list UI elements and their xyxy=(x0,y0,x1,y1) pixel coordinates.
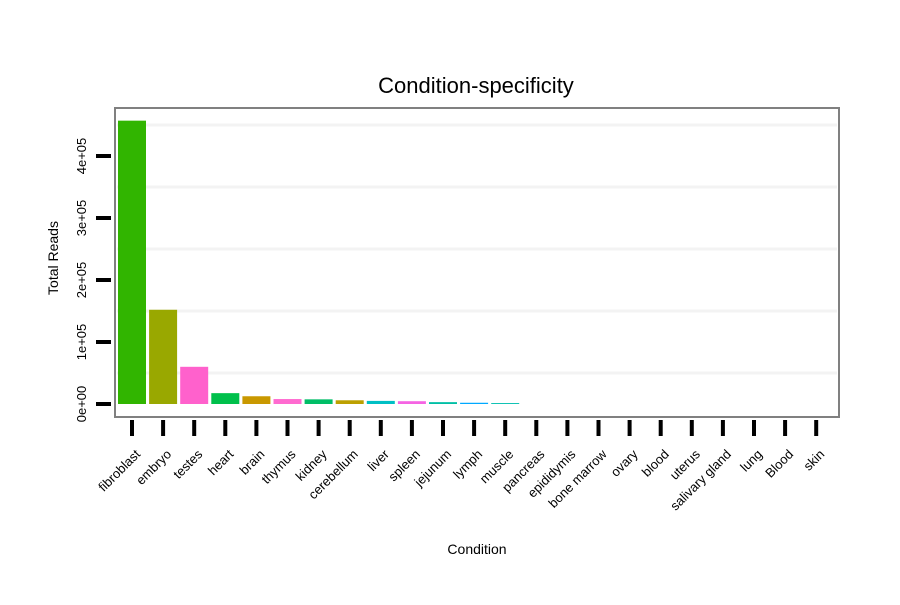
bar-heart xyxy=(211,393,240,404)
x-tick-label: testes xyxy=(170,446,205,481)
x-tick-label: embryo xyxy=(133,447,174,488)
bar-lymph xyxy=(460,402,489,404)
x-tick-label: heart xyxy=(205,446,237,478)
plot-panel-border xyxy=(114,107,840,418)
bar-thymus xyxy=(273,399,302,404)
bar-liver xyxy=(366,400,395,404)
bar-spleen xyxy=(397,401,426,404)
grid-lines xyxy=(117,123,837,375)
y-tick-label: 0e+00 xyxy=(74,386,89,423)
bar-brain xyxy=(242,396,271,404)
y-tick-label: 2e+05 xyxy=(74,262,89,299)
x-axis-title: Condition xyxy=(447,541,506,557)
x-tick-label: ovary xyxy=(608,446,641,479)
y-tick-label: 1e+05 xyxy=(74,324,89,361)
bar-fibroblast xyxy=(118,120,146,404)
x-tick-label: thymus xyxy=(258,446,299,487)
bars xyxy=(118,120,520,404)
chart-title: Condition-specificity xyxy=(378,73,574,98)
bar-muscle xyxy=(491,403,520,404)
bar-cerebellum xyxy=(335,400,364,404)
x-tick-label: lung xyxy=(737,447,765,475)
x-tick-label: skin xyxy=(800,447,827,474)
bar-embryo xyxy=(149,309,178,404)
x-tick-label: fibroblast xyxy=(95,446,143,494)
x-tick-label: blood xyxy=(639,447,672,480)
y-tick-label: 3e+05 xyxy=(74,200,89,237)
y-axis: 0e+00 1e+05 2e+05 3e+05 4e+05 xyxy=(74,138,111,423)
y-axis-title: Total Reads xyxy=(45,221,61,295)
bar-testes xyxy=(180,366,209,404)
x-tick-label: Blood xyxy=(762,447,796,481)
y-tick-label: 4e+05 xyxy=(74,138,89,175)
bar-jejunum xyxy=(429,402,457,404)
bar-kidney xyxy=(304,399,333,404)
